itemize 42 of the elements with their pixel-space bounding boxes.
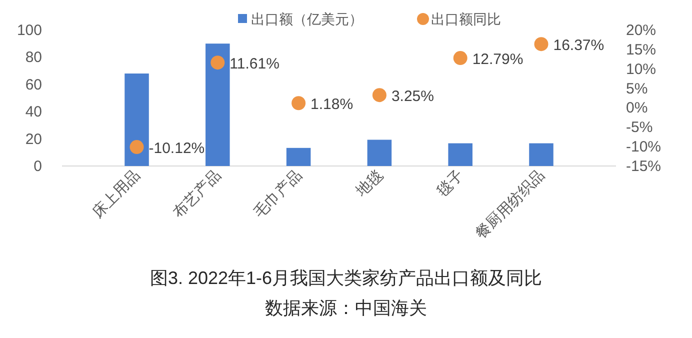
point bbox=[210, 56, 225, 70]
y2-tick-label: 0% bbox=[626, 100, 648, 117]
y-tick-label: 60 bbox=[25, 76, 42, 94]
data-label: 1.18% bbox=[310, 96, 354, 114]
legend-label: 出口额同比 bbox=[431, 11, 501, 27]
point bbox=[372, 88, 386, 102]
x-tick-label: 毯子 bbox=[434, 166, 468, 200]
bar bbox=[529, 143, 554, 166]
point bbox=[453, 51, 468, 66]
data-label: 11.61% bbox=[230, 56, 280, 73]
bar bbox=[286, 148, 311, 166]
point bbox=[292, 96, 306, 110]
point bbox=[534, 37, 548, 52]
x-tick-label: 餐厨用纺织品 bbox=[472, 166, 548, 242]
y-tick-label: 20 bbox=[25, 130, 42, 148]
y-tick-label: 80 bbox=[25, 49, 42, 66]
y2-tick-label: 10% bbox=[626, 60, 656, 78]
y2-tick-label: 20% bbox=[626, 22, 656, 39]
legend-label: 出口额（亿美元） bbox=[251, 11, 363, 27]
x-tick-label: 床上用品 bbox=[89, 166, 144, 222]
y2-tick-label: -5% bbox=[626, 119, 653, 136]
y2-tick-label: 5% bbox=[626, 80, 648, 98]
bar bbox=[367, 140, 392, 166]
data-label: 12.79% bbox=[472, 51, 524, 68]
caption: 图3. 2022年1-6月我国大类家纺产品出口额及同比 bbox=[150, 268, 542, 288]
y-tick-label: 40 bbox=[25, 104, 42, 121]
source-note: 数据来源：中国海关 bbox=[265, 298, 427, 318]
data-label: -10.12% bbox=[148, 140, 205, 158]
y2-tick-label: 15% bbox=[626, 41, 656, 58]
x-tick-label: 布艺产品 bbox=[170, 166, 224, 222]
y2-tick-label: -10% bbox=[626, 138, 662, 156]
bar bbox=[448, 143, 472, 166]
data-label: 3.25% bbox=[391, 88, 434, 106]
data-label: 16.37% bbox=[553, 37, 604, 54]
x-tick-label: 毛巾产品 bbox=[250, 166, 306, 222]
x-tick-label: 地毯 bbox=[352, 166, 386, 201]
y-tick-label: 0 bbox=[34, 158, 42, 175]
bar bbox=[206, 44, 230, 166]
bar bbox=[124, 74, 149, 166]
point bbox=[130, 140, 144, 154]
y2-tick-label: -15% bbox=[626, 158, 662, 175]
y-tick-label: 100 bbox=[16, 22, 42, 39]
